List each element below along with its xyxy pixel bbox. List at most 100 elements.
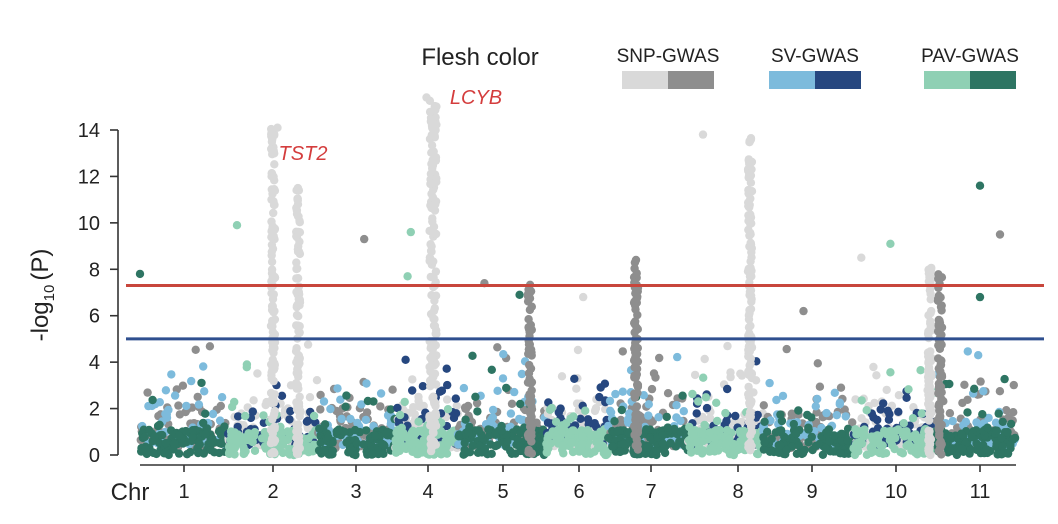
snp-point [648,417,657,426]
snp-point [747,427,757,436]
pav-point [542,448,551,457]
sv-point [326,404,335,414]
y-tick-label: 12 [78,166,100,188]
sv-point [879,399,888,408]
pav-point [248,437,257,447]
sv-point [822,408,831,418]
snp-point [426,411,436,420]
pav-point [759,445,769,454]
pav-point [666,438,675,448]
sv-point [182,401,191,411]
sv-point [437,386,447,395]
snp-point [268,316,277,325]
snp-point [527,302,536,311]
pav-point [862,406,871,415]
sv-point [778,391,788,401]
pav-point [285,450,294,459]
snp-point [744,382,753,392]
snp-point [269,365,279,374]
snp-point [723,341,732,351]
pav-point [652,446,662,455]
sv-point [772,395,781,405]
sv-point [515,414,524,424]
sv-point [277,391,287,400]
snp-point [295,301,304,310]
pav-point [752,449,762,458]
pav-point [739,427,748,436]
pav-point [182,450,192,459]
pav-point [201,409,210,418]
snp-point [292,203,301,213]
snp-point [836,383,846,392]
pav-point [1008,435,1018,444]
snp-point [268,244,278,253]
top-hit-point [631,255,641,265]
sv-point [361,415,371,425]
snp-point [591,404,601,413]
x-tick-label: 9 [806,481,817,503]
snp-point [181,407,190,417]
pav-point [214,427,224,436]
y-tick-label: 14 [78,120,100,142]
snp-point [270,448,279,458]
snp-point [294,399,304,408]
pav-point [792,449,802,458]
sv-point [765,378,774,388]
snp-point [813,359,822,368]
top-hit-point [857,253,866,262]
pav-point [559,449,568,458]
snp-point [493,343,502,352]
pav-point [728,448,737,457]
pav-point [454,432,463,441]
snp-point [934,270,943,279]
pav-point [352,439,362,448]
snp-point [840,405,849,414]
pav-point [615,447,625,457]
pav-point [174,431,184,440]
pav-point [161,438,170,448]
sv-point [454,440,463,449]
snp-point [958,398,967,408]
snp-point [294,327,303,336]
snp-point [746,321,755,330]
pav-point [487,365,496,374]
snp-point [782,344,791,354]
pav-point [904,385,913,394]
pav-point [837,429,846,438]
snp-point [426,446,436,456]
sv-point [673,352,682,362]
snp-point [934,291,944,300]
pav-point [1003,427,1012,437]
pav-point [468,441,477,451]
pav-point [775,426,784,436]
pav-point [992,426,1002,435]
pav-point [899,419,908,428]
snp-point [869,362,878,372]
pav-point [978,410,987,419]
pav-point [678,391,687,400]
x-tick-label: 2 [267,481,278,503]
snp-point [745,160,754,169]
pav-point [569,426,578,435]
pav-point [197,378,206,388]
x-tick-label: 6 [573,481,584,503]
y-tick-label: 0 [89,445,100,467]
pav-point [552,436,561,445]
snp-point [572,384,581,393]
pav-point [578,440,587,449]
pav-point [688,389,697,399]
snp-point [848,418,857,427]
pav-point [517,446,527,456]
snp-point [419,401,428,411]
sv-point [676,416,685,426]
snp-point [573,345,583,355]
y-tick-label: 10 [78,213,100,235]
sv-point [286,407,295,416]
pav-point [443,438,452,448]
y-axis-label: -log10(P) [27,249,58,342]
snp-point [935,429,944,438]
pav-point [710,434,719,443]
pav-point [507,449,516,458]
sv-point [353,418,362,428]
snp-point [269,208,278,218]
